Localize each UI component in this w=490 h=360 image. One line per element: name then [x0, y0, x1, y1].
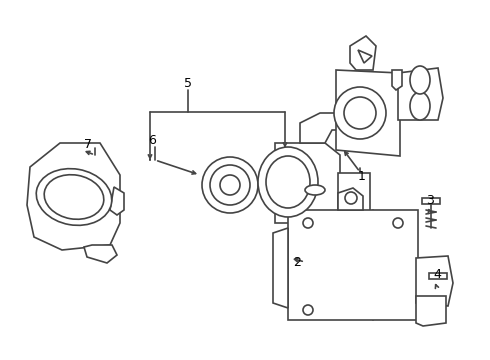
Circle shape [202, 157, 258, 213]
Polygon shape [350, 36, 376, 70]
Ellipse shape [266, 156, 310, 208]
Text: 1: 1 [358, 170, 366, 183]
Polygon shape [300, 113, 350, 143]
Ellipse shape [258, 147, 318, 217]
Polygon shape [288, 210, 418, 320]
Polygon shape [429, 273, 447, 279]
Circle shape [334, 87, 386, 139]
Text: 3: 3 [426, 194, 434, 207]
Circle shape [303, 305, 313, 315]
Polygon shape [110, 187, 124, 215]
Polygon shape [392, 70, 402, 90]
Circle shape [210, 165, 250, 205]
Text: 4: 4 [433, 269, 441, 282]
Ellipse shape [305, 185, 325, 195]
Circle shape [344, 97, 376, 129]
Text: 2: 2 [293, 256, 301, 270]
Polygon shape [416, 256, 453, 306]
Polygon shape [416, 296, 446, 326]
Text: 6: 6 [148, 134, 156, 147]
Polygon shape [358, 50, 372, 63]
Polygon shape [273, 228, 288, 308]
Polygon shape [422, 198, 440, 204]
Polygon shape [338, 188, 363, 210]
Ellipse shape [36, 168, 112, 225]
Text: 7: 7 [84, 138, 92, 150]
Polygon shape [84, 245, 117, 263]
Ellipse shape [410, 66, 430, 94]
Polygon shape [27, 143, 120, 250]
Polygon shape [275, 143, 340, 223]
Polygon shape [338, 173, 370, 213]
Text: 5: 5 [184, 77, 192, 90]
Circle shape [220, 175, 240, 195]
Circle shape [303, 218, 313, 228]
Polygon shape [398, 68, 443, 120]
Circle shape [345, 192, 357, 204]
Ellipse shape [44, 175, 104, 219]
Polygon shape [336, 70, 400, 156]
Circle shape [393, 218, 403, 228]
Ellipse shape [410, 92, 430, 120]
